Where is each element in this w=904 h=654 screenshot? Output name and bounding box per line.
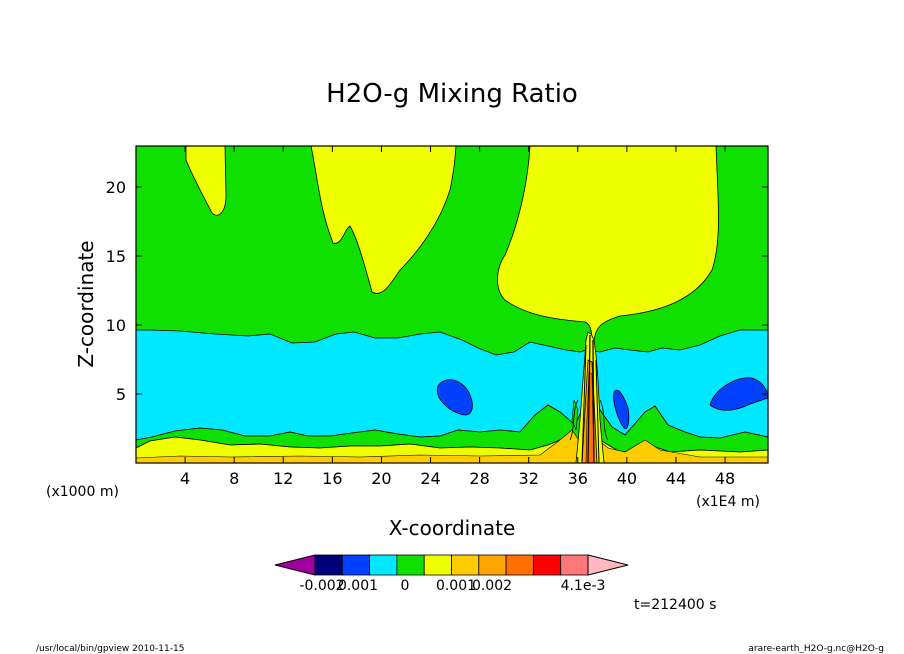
x-tick: 8 — [229, 146, 239, 488]
colorbar-label: 0.001 — [436, 578, 476, 594]
colorbar-label: 0.002 — [472, 578, 512, 594]
upper-yellow-blob-center — [310, 146, 457, 294]
x-tick-label: 12 — [273, 469, 293, 488]
convective-column — [569, 331, 609, 463]
footer-left: /usr/local/bin/gpview 2010-11-15 — [36, 644, 184, 654]
y-tick-label: 15 — [106, 247, 126, 266]
y-tick-20: 20 — [106, 178, 768, 197]
x-tick-label: 40 — [617, 469, 637, 488]
colorbar-swatch — [478, 554, 507, 576]
y-tick-15: 15 — [106, 247, 768, 266]
colorbar-swatch — [314, 554, 343, 576]
x-tick-label: 8 — [229, 469, 239, 488]
upper-yellow-blob-left — [185, 146, 227, 216]
upper-yellow-blob-right — [497, 146, 719, 341]
x-unit-right: (x1E4 m) — [696, 494, 760, 510]
x-tick-label: 16 — [322, 469, 342, 488]
x-tick-label: 48 — [715, 469, 735, 488]
colorbar-swatch — [369, 554, 398, 576]
y-axis: 5 10 15 20 — [106, 178, 768, 404]
y-tick-label: 20 — [106, 178, 126, 197]
x-tick: 44 — [666, 146, 686, 488]
x-tick: 20 — [371, 146, 392, 488]
y-tick-5: 5 — [116, 385, 768, 404]
x-tick-label: 36 — [568, 469, 588, 488]
x-tick: 40 — [617, 146, 637, 488]
blue-blob-1 — [436, 379, 473, 416]
colorbar-swatch — [560, 554, 589, 576]
x-axis: 4 8 12 16 20 24 28 32 36 40 44 48 — [180, 146, 735, 488]
y-axis-label: Z-coordinate — [74, 240, 98, 367]
chart-title: H2O-g Mixing Ratio — [326, 79, 578, 109]
plot-frame — [135, 145, 769, 464]
x-tick: 48 — [715, 146, 735, 488]
y-tick-label: 10 — [106, 316, 126, 335]
x-tick: 24 — [420, 146, 441, 488]
x-tick-label: 20 — [371, 469, 391, 488]
colorbar-label: 4.1e-3 — [561, 578, 606, 594]
colorbar-swatch — [274, 554, 316, 576]
y-tick-label: 5 — [116, 385, 126, 404]
x-tick: 12 — [273, 146, 293, 488]
blue-blob-2 — [709, 377, 768, 411]
x-unit-left: (x1000 m) — [46, 484, 119, 500]
blue-blob-3 — [613, 389, 630, 430]
x-axis-label: X-coordinate — [389, 516, 516, 540]
x-tick-label: 24 — [420, 469, 440, 488]
colorbar-label: 0 — [401, 578, 410, 594]
x-tick-label: 28 — [469, 469, 489, 488]
colorbar-label: 0.001 — [338, 578, 378, 594]
colorbar-swatch — [533, 554, 562, 576]
y-tick-10: 10 — [106, 316, 768, 335]
colorbar-label: -0.002 — [299, 578, 344, 594]
x-tick: 4 — [180, 146, 190, 488]
colorbar-swatch — [587, 554, 629, 576]
x-tick-label: 44 — [666, 469, 686, 488]
colorbar-swatch — [505, 554, 534, 576]
x-tick: 16 — [322, 146, 343, 488]
x-tick: 36 — [568, 146, 588, 488]
colorbar-swatch — [451, 554, 480, 576]
footer-right: arare-earth_H2O-g.nc@H2O-g — [748, 644, 884, 654]
time-label: t=212400 s — [634, 597, 716, 613]
colorbar-swatch — [396, 554, 425, 576]
x-tick: 28 — [469, 146, 490, 488]
colorbar-swatch — [423, 554, 452, 576]
plot-area — [136, 146, 768, 463]
x-tick: 32 — [519, 146, 539, 488]
x-tick-label: 4 — [180, 469, 190, 488]
x-tick-label: 32 — [519, 469, 539, 488]
colorbar-swatch — [341, 554, 370, 576]
